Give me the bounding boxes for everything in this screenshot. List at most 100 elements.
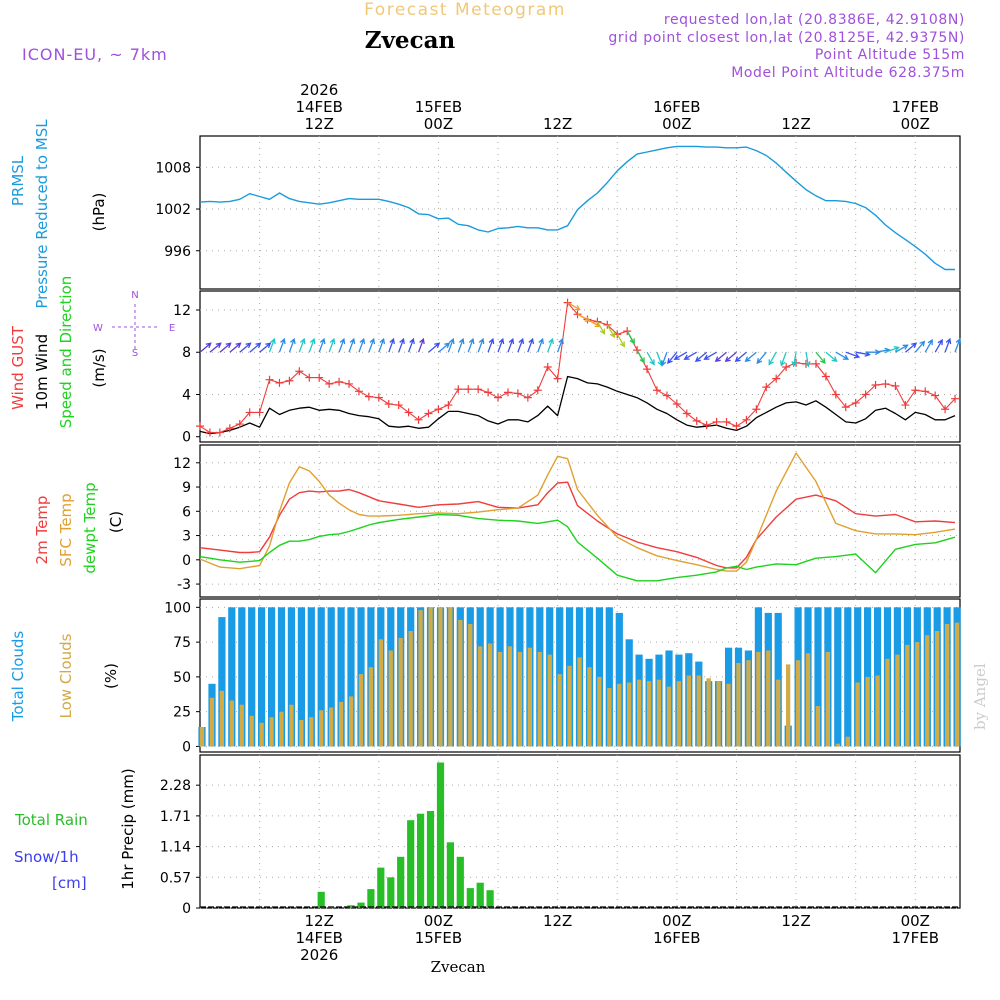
gust-marker [752, 405, 761, 414]
bottom-time-label: 17FEB [892, 929, 939, 947]
total-cloud-bar [854, 607, 862, 747]
subtitle: Forecast Meteogram [364, 0, 566, 20]
gust-marker [215, 428, 224, 437]
bottom-time-label: 14FEB [295, 929, 342, 947]
axis-label: (hPa) [90, 193, 108, 232]
rain-bar [486, 890, 494, 908]
low-cloud-bar [468, 624, 473, 747]
rain-bar [456, 856, 464, 908]
compass-w: W [93, 323, 103, 334]
wind-arrow [914, 340, 926, 353]
wind-arrow [606, 324, 615, 339]
wind-arrow [596, 321, 606, 335]
rain-bar [357, 902, 365, 908]
gust-marker [335, 377, 344, 386]
wind-arrow [437, 342, 451, 353]
wind-arrow [288, 337, 296, 353]
wind-arrow [527, 337, 535, 353]
low-cloud-bar [368, 667, 373, 747]
total-cloud-bar [327, 607, 335, 747]
gust-marker [315, 373, 324, 382]
low-cloud-bar [835, 743, 840, 747]
gust-marker [652, 386, 661, 395]
wind-arrow [626, 330, 635, 345]
wind-arrow [954, 337, 962, 353]
low-cloud-bar [259, 722, 264, 747]
model-label: ICON-EU, ~ 7km [22, 45, 168, 64]
gust-marker [275, 378, 284, 387]
panel-frame [199, 290, 961, 443]
wind-arrow [417, 337, 425, 353]
y-tick-label: 0 [182, 901, 191, 917]
low-cloud-bar [607, 688, 612, 747]
wind-arrow [694, 351, 708, 363]
wind-arrow [825, 351, 838, 363]
low-cloud-bar [497, 651, 503, 747]
top-time-label: 15FEB [415, 98, 462, 116]
series-label: Speed and Direction [57, 276, 75, 429]
y-tick-label: 1008 [155, 160, 191, 176]
gust-marker [474, 385, 483, 394]
wind-arrow [537, 337, 544, 353]
low-cloud-bar [766, 650, 771, 747]
series-label: Wind GUST [9, 325, 27, 410]
gust-marker [563, 298, 572, 307]
gust-marker [662, 391, 671, 400]
total-cloud-bar [248, 607, 256, 747]
wind-arrow [239, 342, 252, 353]
point-altitude: Point Altitude 515m [815, 47, 965, 63]
y-tick-label: -3 [177, 577, 191, 593]
wind-arrow [944, 337, 952, 353]
low-cloud-bar [219, 690, 224, 747]
rain-bar [436, 762, 445, 908]
total-cloud-bar [337, 607, 345, 747]
gust-marker [374, 393, 383, 402]
low-cloud-bar [458, 619, 463, 747]
series-label: [cm] [52, 874, 87, 892]
wind-arrow [703, 351, 717, 360]
low-cloud-bar [358, 674, 364, 747]
total-cloud-bar [774, 612, 782, 747]
gust-marker [523, 393, 532, 402]
bottom-time-label: 2026 [300, 946, 338, 964]
y-tick-label: 0 [182, 553, 191, 569]
total-cloud-bar [218, 617, 226, 747]
y-tick-label: 9 [182, 480, 191, 496]
y-tick-label: 50 [173, 670, 191, 686]
low-cloud-bar [229, 700, 234, 747]
low-cloud-bar [716, 681, 721, 747]
panel-frame [199, 135, 961, 290]
rain-bar [347, 905, 355, 908]
gust-marker [672, 399, 681, 408]
rain-bar [317, 891, 325, 908]
bottom-time-label: 00Z [424, 912, 453, 930]
top-time-label: 12Z [781, 115, 810, 133]
y-tick-label: 100 [164, 600, 191, 616]
total-cloud-bar [615, 612, 623, 747]
y-tick-label: 1002 [155, 202, 191, 218]
gust-marker [702, 421, 711, 430]
top-time-label: 16FEB [653, 98, 700, 116]
wind-arrow [328, 337, 336, 353]
low-cloud-bar [954, 622, 960, 747]
gust-marker [831, 390, 840, 399]
series-label: Low Clouds [57, 633, 75, 718]
gust-marker [722, 417, 731, 426]
rain-bar [377, 867, 385, 908]
low-cloud-bar [348, 696, 354, 747]
low-cloud-bar [696, 675, 701, 747]
series-label: Pressure Reduced to MSL [33, 119, 51, 309]
rain-bar [426, 811, 435, 908]
low-cloud-bar [776, 679, 781, 747]
low-cloud-bar [537, 651, 542, 747]
gust-marker [921, 387, 930, 396]
total-cloud-bar [595, 607, 603, 747]
top-time-label: 00Z [424, 115, 453, 133]
gust-marker [245, 408, 254, 417]
rain-bar [397, 856, 405, 908]
low-cloud-bar [418, 610, 423, 747]
low-cloud-bar [637, 679, 642, 747]
low-cloud-bar [845, 736, 850, 747]
low-cloud-bar [488, 643, 493, 747]
